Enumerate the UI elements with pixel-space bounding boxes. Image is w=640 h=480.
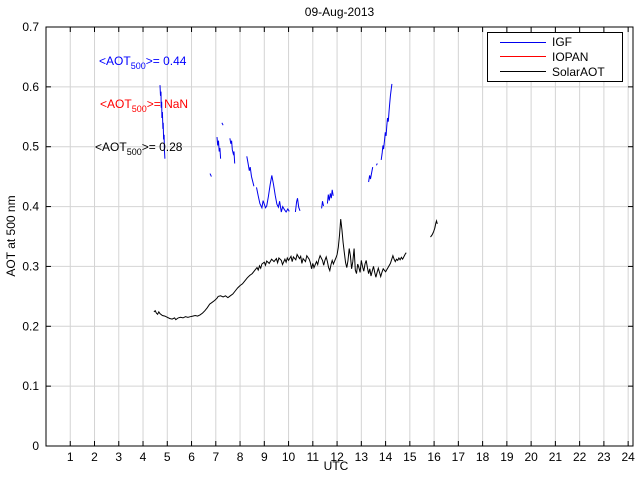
x-tick-label: 22: [573, 450, 587, 464]
x-tick-label: 23: [597, 450, 611, 464]
x-tick-label: 10: [282, 450, 296, 464]
x-tick-label: 11: [307, 450, 320, 464]
x-tick-label: 13: [355, 450, 369, 464]
y-tick-label: 0.1: [22, 379, 39, 393]
legend-line-solaraot: [500, 71, 546, 73]
series-solaraot-line: [153, 219, 407, 321]
y-tick-label: 0: [32, 439, 39, 453]
series-igf-line: [368, 167, 374, 183]
series-igf-line: [256, 175, 290, 213]
series-igf-line: [209, 173, 212, 177]
annotation-solaraot-subscript: 500: [126, 147, 142, 157]
annotation-igf-pre: <AOT: [99, 54, 131, 68]
annotation-solaraot-pre: <AOT: [95, 140, 127, 154]
legend-item-solaraot: SolarAOT: [488, 65, 622, 79]
legend-item-igf: IGF: [488, 35, 622, 49]
series-igf-line: [221, 122, 224, 126]
x-tick-label: 4: [140, 450, 147, 464]
x-tick-label: 20: [524, 450, 538, 464]
annotation-iopan-value: >= NaN: [146, 97, 189, 111]
x-tick-label: 18: [476, 450, 490, 464]
x-tick-label: 9: [261, 450, 268, 464]
annotation-igf-subscript: 500: [130, 61, 146, 71]
x-tick-label: 21: [549, 450, 563, 464]
chart-title: 09-Aug-2013: [304, 5, 375, 19]
y-axis-label: AOT at 500 nm: [4, 195, 18, 277]
y-tick-label: 0.3: [22, 259, 39, 273]
x-tick-label: 19: [500, 450, 514, 464]
x-tick-label: 3: [115, 450, 122, 464]
annotation-igf-value: >= 0.44: [145, 54, 187, 68]
y-tick-label: 0.4: [22, 200, 39, 214]
y-tick-label: 0.2: [22, 319, 39, 333]
x-tick-label: 12: [330, 450, 344, 464]
legend-line-iopan: [500, 56, 546, 58]
legend-label-iopan: IOPAN: [552, 49, 589, 64]
annotation-iopan-mean: <AOT500>= NaN: [100, 97, 188, 114]
legend-line-igf: [500, 41, 546, 43]
series-igf-line: [375, 163, 378, 166]
x-tick-label: 24: [621, 450, 635, 464]
series-igf-line: [380, 83, 393, 160]
x-tick-label: 1: [67, 450, 74, 464]
annotation-iopan-subscript: 500: [131, 104, 147, 114]
plot-frame: [45, 26, 634, 447]
series-igf-line: [326, 189, 334, 204]
x-tick-label: 5: [164, 450, 171, 464]
x-tick-label: 15: [403, 450, 417, 464]
series-igf-line: [321, 201, 324, 209]
x-tick-label: 14: [379, 450, 393, 464]
x-tick-label: 6: [188, 450, 195, 464]
annotation-igf-mean: <AOT500>= 0.44: [99, 54, 186, 71]
legend: IGF IOPAN SolarAOT: [487, 32, 623, 82]
x-tick-label: 17: [452, 450, 466, 464]
x-axis-label: UTC: [323, 459, 349, 473]
series-igf-line: [216, 137, 222, 159]
legend-item-iopan: IOPAN: [488, 50, 622, 64]
series-igf-line: [246, 156, 255, 187]
x-tick-label: 7: [212, 450, 219, 464]
y-tick-label: 0.5: [22, 140, 39, 154]
annotation-solaraot-value: >= 0.28: [141, 140, 183, 154]
series-igf-line: [294, 198, 301, 213]
x-tick-label: 16: [427, 450, 441, 464]
series-solaraot-line: [430, 219, 438, 238]
series-igf-line: [159, 85, 166, 159]
annotation-iopan-pre: <AOT: [100, 97, 132, 111]
legend-label-igf: IGF: [552, 35, 572, 50]
x-tick-label: 8: [237, 450, 244, 464]
y-tick-label: 0.7: [22, 20, 39, 34]
x-tick-label: 2: [91, 450, 98, 464]
annotation-solaraot-mean: <AOT500>= 0.28: [95, 140, 182, 157]
series-igf-line: [229, 138, 236, 164]
y-tick-label: 0.6: [22, 80, 39, 94]
legend-label-solaraot: SolarAOT: [552, 64, 605, 79]
